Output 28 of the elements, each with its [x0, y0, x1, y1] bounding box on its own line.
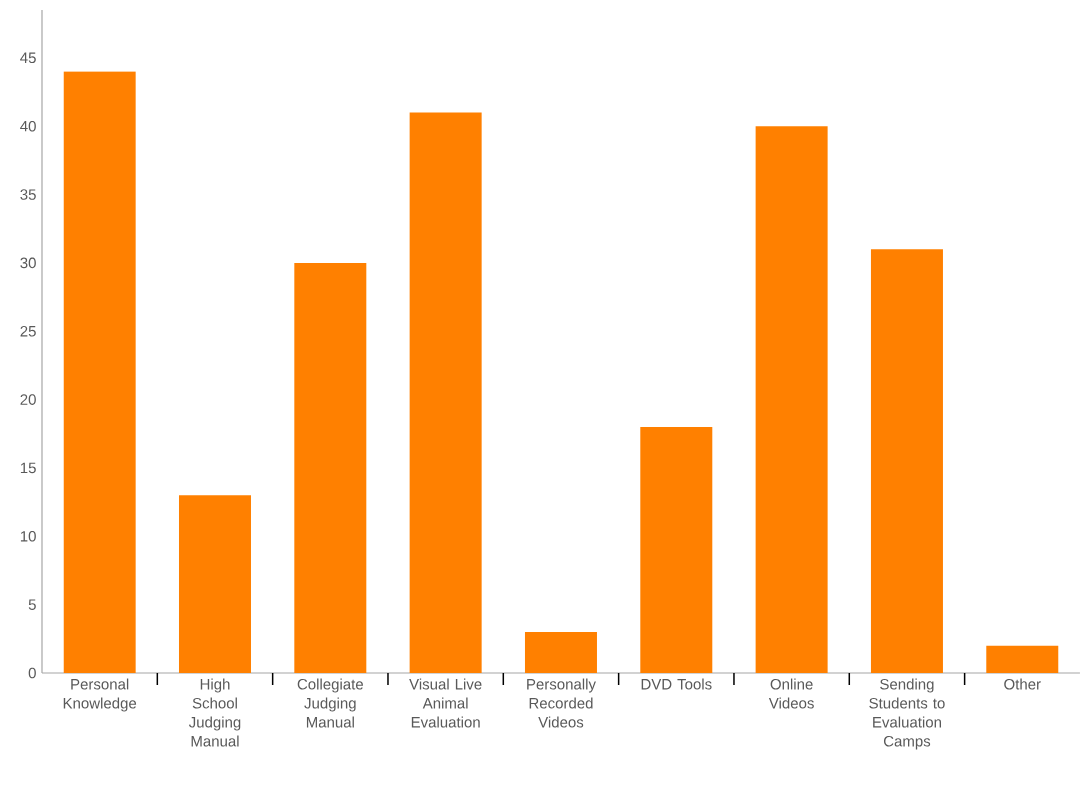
x-tick-label: High School Judging Manual [188, 678, 241, 747]
y-tick-label: 0 [28, 667, 36, 679]
bar [178, 495, 251, 673]
y-tick-label: 30 [20, 257, 36, 269]
x-tick-label: Collegiate Judging Manual [297, 678, 363, 728]
y-tick-label: 35 [20, 189, 36, 200]
y-tick-label: 20 [20, 394, 36, 405]
bar [524, 631, 597, 673]
x-tick-label: Personally Recorded Videos [527, 678, 596, 728]
x-tick-label: Online Videos [768, 678, 814, 709]
bar [409, 112, 482, 673]
bar [640, 426, 713, 673]
bar [870, 249, 943, 673]
y-tick-label: 15 [20, 462, 36, 474]
y-tick-label: 10 [20, 530, 36, 542]
y-tick-label: 40 [20, 120, 36, 132]
y-tick-label: 45 [20, 52, 36, 64]
bar [63, 71, 136, 673]
x-tick-label: DVD Tools [641, 678, 712, 690]
x-tick-label: Other [1004, 678, 1041, 690]
bar [755, 126, 828, 673]
x-tick-label: Sending Students to Evaluation Camps [869, 678, 945, 750]
y-tick-label: 25 [20, 325, 36, 337]
x-tick-label: Visual Live Animal Evaluation [409, 678, 482, 728]
y-tick-label: 5 [28, 599, 36, 610]
bar [986, 645, 1059, 673]
x-tick-label: Personal Knowledge [63, 678, 137, 712]
bar [294, 262, 367, 673]
